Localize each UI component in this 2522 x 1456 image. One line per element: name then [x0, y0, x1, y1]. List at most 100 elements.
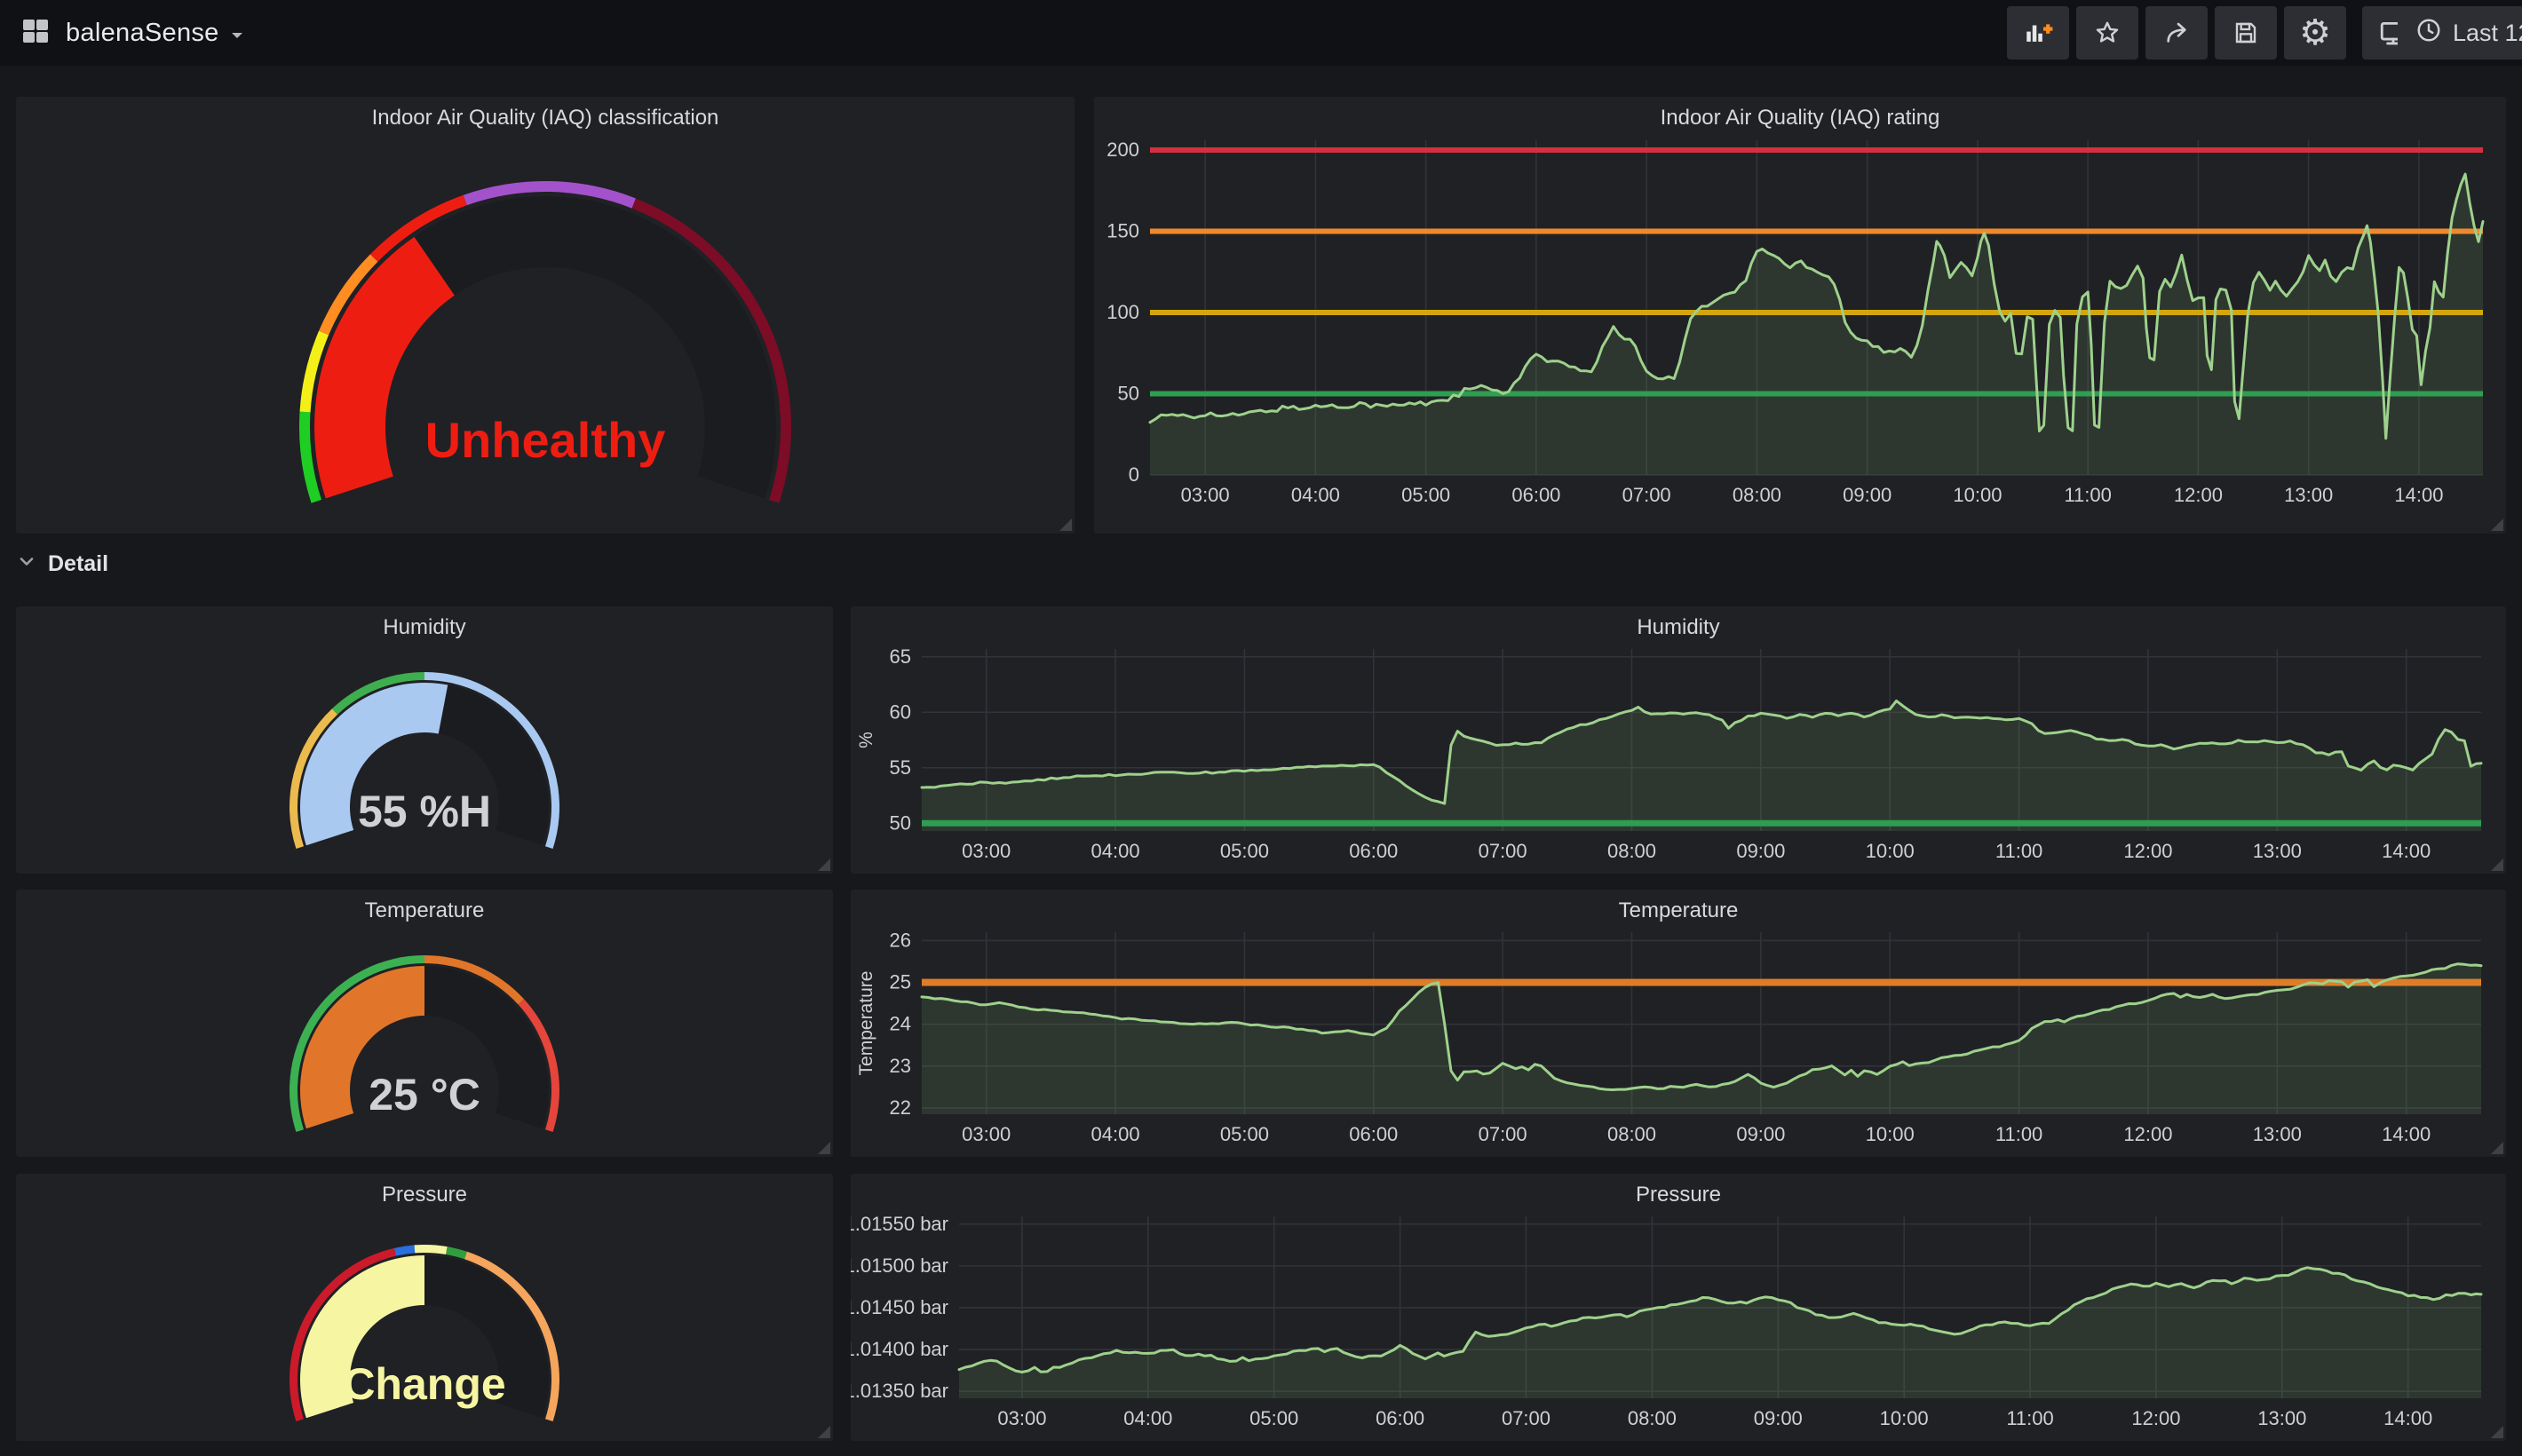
svg-text:60: 60: [890, 700, 911, 723]
chevron-down-icon: [16, 550, 37, 578]
svg-text:08:00: 08:00: [1628, 1407, 1677, 1429]
row-header-label: Detail: [48, 550, 109, 576]
svg-text:50: 50: [890, 811, 911, 834]
settings-button[interactable]: ⚙: [2284, 6, 2346, 59]
svg-text:03:00: 03:00: [1181, 484, 1230, 506]
svg-text:12:00: 12:00: [2174, 484, 2223, 506]
svg-text:07:00: 07:00: [1479, 840, 1527, 862]
svg-text:100: 100: [1106, 301, 1139, 323]
svg-text:06:00: 06:00: [1349, 840, 1398, 862]
svg-text:07:00: 07:00: [1622, 484, 1671, 506]
dashboard-grid-icon[interactable]: [20, 15, 52, 51]
humidity-chart[interactable]: 50 55 60 65 03:00 04:00 05:00 06:00 07:00 08:00 09…: [851, 606, 2506, 874]
svg-text:%: %: [856, 732, 876, 748]
star-button[interactable]: [2076, 6, 2138, 59]
svg-text:55: 55: [890, 756, 911, 779]
temperature-gauge: 25 °C: [16, 890, 833, 1157]
panel-title[interactable]: Indoor Air Quality (IAQ) rating: [1660, 106, 1940, 130]
svg-text:13:00: 13:00: [2284, 484, 2333, 506]
panel-humidity-chart: Humidity 50 55 60 65 03:00 04:00 05:00 06:00 07:…: [851, 606, 2506, 874]
svg-text:06:00: 06:00: [1376, 1407, 1424, 1429]
svg-text:06:00: 06:00: [1349, 1123, 1398, 1145]
svg-text:25: 25: [890, 971, 911, 993]
svg-text:08:00: 08:00: [1607, 840, 1656, 862]
chevron-down-icon: [230, 19, 244, 48]
panel-title[interactable]: Humidity: [1637, 615, 1720, 639]
panel-resize-handle[interactable]: [818, 1426, 830, 1438]
svg-text:05:00: 05:00: [1249, 1407, 1298, 1429]
panel-resize-handle[interactable]: [1059, 518, 1072, 531]
svg-text:12:00: 12:00: [2123, 1123, 2172, 1145]
svg-text:11:00: 11:00: [1995, 840, 2042, 862]
svg-text:10:00: 10:00: [1866, 840, 1915, 862]
panel-pressure-chart: Pressure 1.01350 bar 1.01400 bar 1.01450 b…: [845, 1174, 2506, 1441]
svg-text:07:00: 07:00: [1502, 1407, 1550, 1429]
pressure-chart[interactable]: 1.01350 bar 1.01400 bar 1.01450 bar 1.01500…: [845, 1174, 2506, 1441]
svg-text:09:00: 09:00: [1843, 484, 1892, 506]
panel-resize-handle[interactable]: [2491, 518, 2503, 531]
panel-temperature-gauge: Temperature 25 °C: [16, 890, 833, 1157]
page-title: balenaSense: [66, 18, 219, 47]
svg-text:11:00: 11:00: [2006, 1407, 2053, 1429]
pressure-gauge: Change: [16, 1174, 833, 1441]
svg-text:1.01550 bar: 1.01550 bar: [851, 1213, 948, 1235]
panel-humidity-gauge: Humidity 55 %H: [16, 606, 833, 874]
svg-text:09:00: 09:00: [1754, 1407, 1803, 1429]
svg-text:24: 24: [890, 1013, 911, 1035]
svg-text:11:00: 11:00: [1995, 1123, 2042, 1145]
svg-text:04:00: 04:00: [1091, 840, 1140, 862]
svg-text:09:00: 09:00: [1736, 840, 1785, 862]
time-range-picker[interactable]: Last 12 hours: [2398, 6, 2522, 59]
svg-text:12:00: 12:00: [2123, 840, 2172, 862]
humidity-gauge: 55 %H: [16, 606, 833, 874]
svg-text:04:00: 04:00: [1291, 484, 1340, 506]
panel-pressure-gauge: Pressure Change: [16, 1174, 833, 1441]
svg-text:06:00: 06:00: [1511, 484, 1560, 506]
row-header-detail[interactable]: Detail: [16, 546, 108, 582]
panel-title[interactable]: Humidity: [383, 615, 466, 639]
iaq-rating-chart[interactable]: 0 50 100 150 200 03:00 04:00 05:00 06:00 07:00 08:…: [1094, 97, 2506, 534]
panel-title[interactable]: Indoor Air Quality (IAQ) classification: [371, 106, 719, 130]
svg-text:14:00: 14:00: [2382, 1123, 2431, 1145]
share-icon: [2162, 19, 2191, 47]
svg-text:Temperature: Temperature: [856, 971, 876, 1076]
svg-text:10:00: 10:00: [1880, 1407, 1929, 1429]
svg-text:50: 50: [1118, 382, 1139, 404]
add-panel-button[interactable]: [2007, 6, 2069, 59]
svg-text:14:00: 14:00: [2394, 484, 2443, 506]
svg-text:1.01350 bar: 1.01350 bar: [851, 1380, 948, 1402]
share-button[interactable]: [2145, 6, 2208, 59]
svg-text:22: 22: [890, 1096, 911, 1119]
svg-text:25 °C: 25 °C: [369, 1070, 480, 1120]
iaq-gauge: Unhealthy: [16, 97, 1075, 534]
panel-title[interactable]: Pressure: [1635, 1183, 1722, 1207]
panel-resize-handle[interactable]: [2491, 1426, 2503, 1438]
panel-title[interactable]: Pressure: [381, 1183, 468, 1207]
navbar: balenaSense: [0, 0, 2522, 66]
svg-text:150: 150: [1106, 219, 1139, 241]
panel-resize-handle[interactable]: [818, 859, 830, 871]
svg-text:03:00: 03:00: [997, 1407, 1046, 1429]
navbar-actions: ⚙: [2007, 6, 2346, 59]
panel-iaq-rating: Indoor Air Quality (IAQ) rating 0 50 100 15…: [1094, 97, 2506, 534]
add-panel-icon: [2023, 18, 2053, 48]
svg-text:26: 26: [890, 929, 911, 951]
svg-text:0: 0: [1129, 463, 1139, 486]
svg-text:65: 65: [890, 645, 911, 668]
save-button[interactable]: [2215, 6, 2277, 59]
dashboard-title-dropdown[interactable]: balenaSense: [66, 19, 244, 48]
svg-text:05:00: 05:00: [1220, 840, 1269, 862]
temperature-chart[interactable]: 22 23 24 25 26 03:00 04:00 05:00 06:00 07:00 08:00…: [851, 890, 2506, 1157]
svg-text:Change: Change: [343, 1359, 505, 1409]
panel-title[interactable]: Temperature: [364, 898, 485, 922]
svg-text:05:00: 05:00: [1220, 1123, 1269, 1145]
svg-text:04:00: 04:00: [1091, 1123, 1140, 1145]
panel-title[interactable]: Temperature: [1618, 898, 1739, 922]
svg-text:Unhealthy: Unhealthy: [425, 412, 666, 468]
panel-resize-handle[interactable]: [2491, 859, 2503, 871]
svg-text:13:00: 13:00: [2253, 1123, 2302, 1145]
svg-text:13:00: 13:00: [2253, 840, 2302, 862]
panel-resize-handle[interactable]: [818, 1142, 830, 1154]
panel-resize-handle[interactable]: [2491, 1142, 2503, 1154]
